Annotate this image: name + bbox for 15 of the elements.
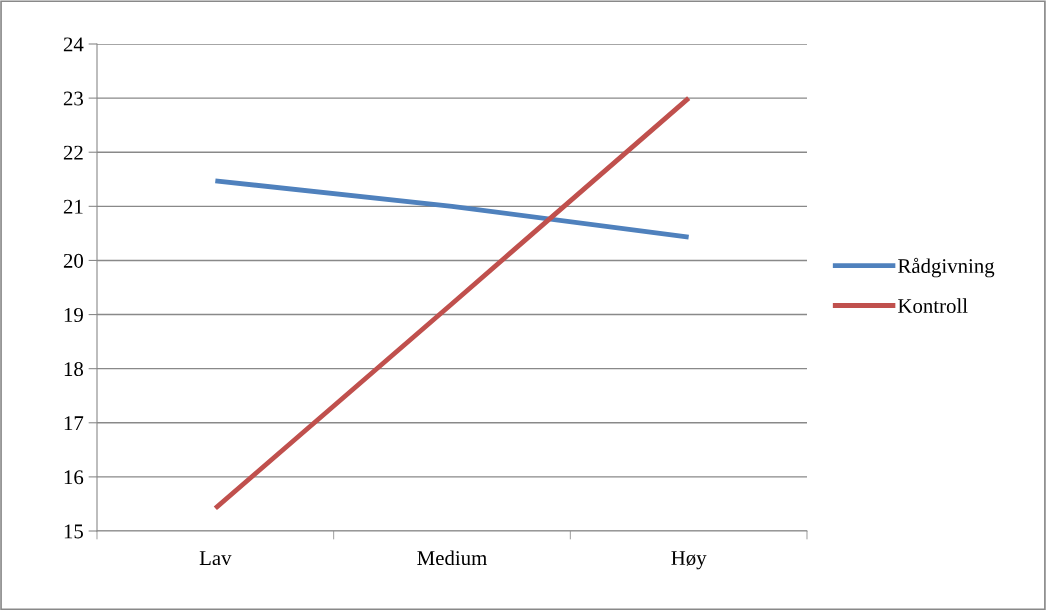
y-tick-label: 17 (64, 416, 84, 431)
legend-label: Kontroll (898, 298, 968, 313)
x-tick-label: Lav (199, 551, 232, 566)
x-tick-label: Høy (671, 551, 707, 570)
y-tick-label: 15 (64, 524, 83, 539)
x-tick-label: Medium (417, 550, 487, 566)
y-tick-label: 21 (63, 199, 83, 214)
y-tick-label: 20 (63, 253, 84, 268)
y-tick-label: 18 (64, 362, 84, 377)
y-tick-label: 24 (63, 37, 84, 52)
y-tick-label: 22 (63, 145, 83, 160)
y-tick-label: 19 (64, 307, 83, 322)
legend-label: Rådgivning (898, 257, 995, 278)
y-tick-label: 16 (64, 470, 84, 485)
y-tick-label: 23 (63, 91, 83, 106)
